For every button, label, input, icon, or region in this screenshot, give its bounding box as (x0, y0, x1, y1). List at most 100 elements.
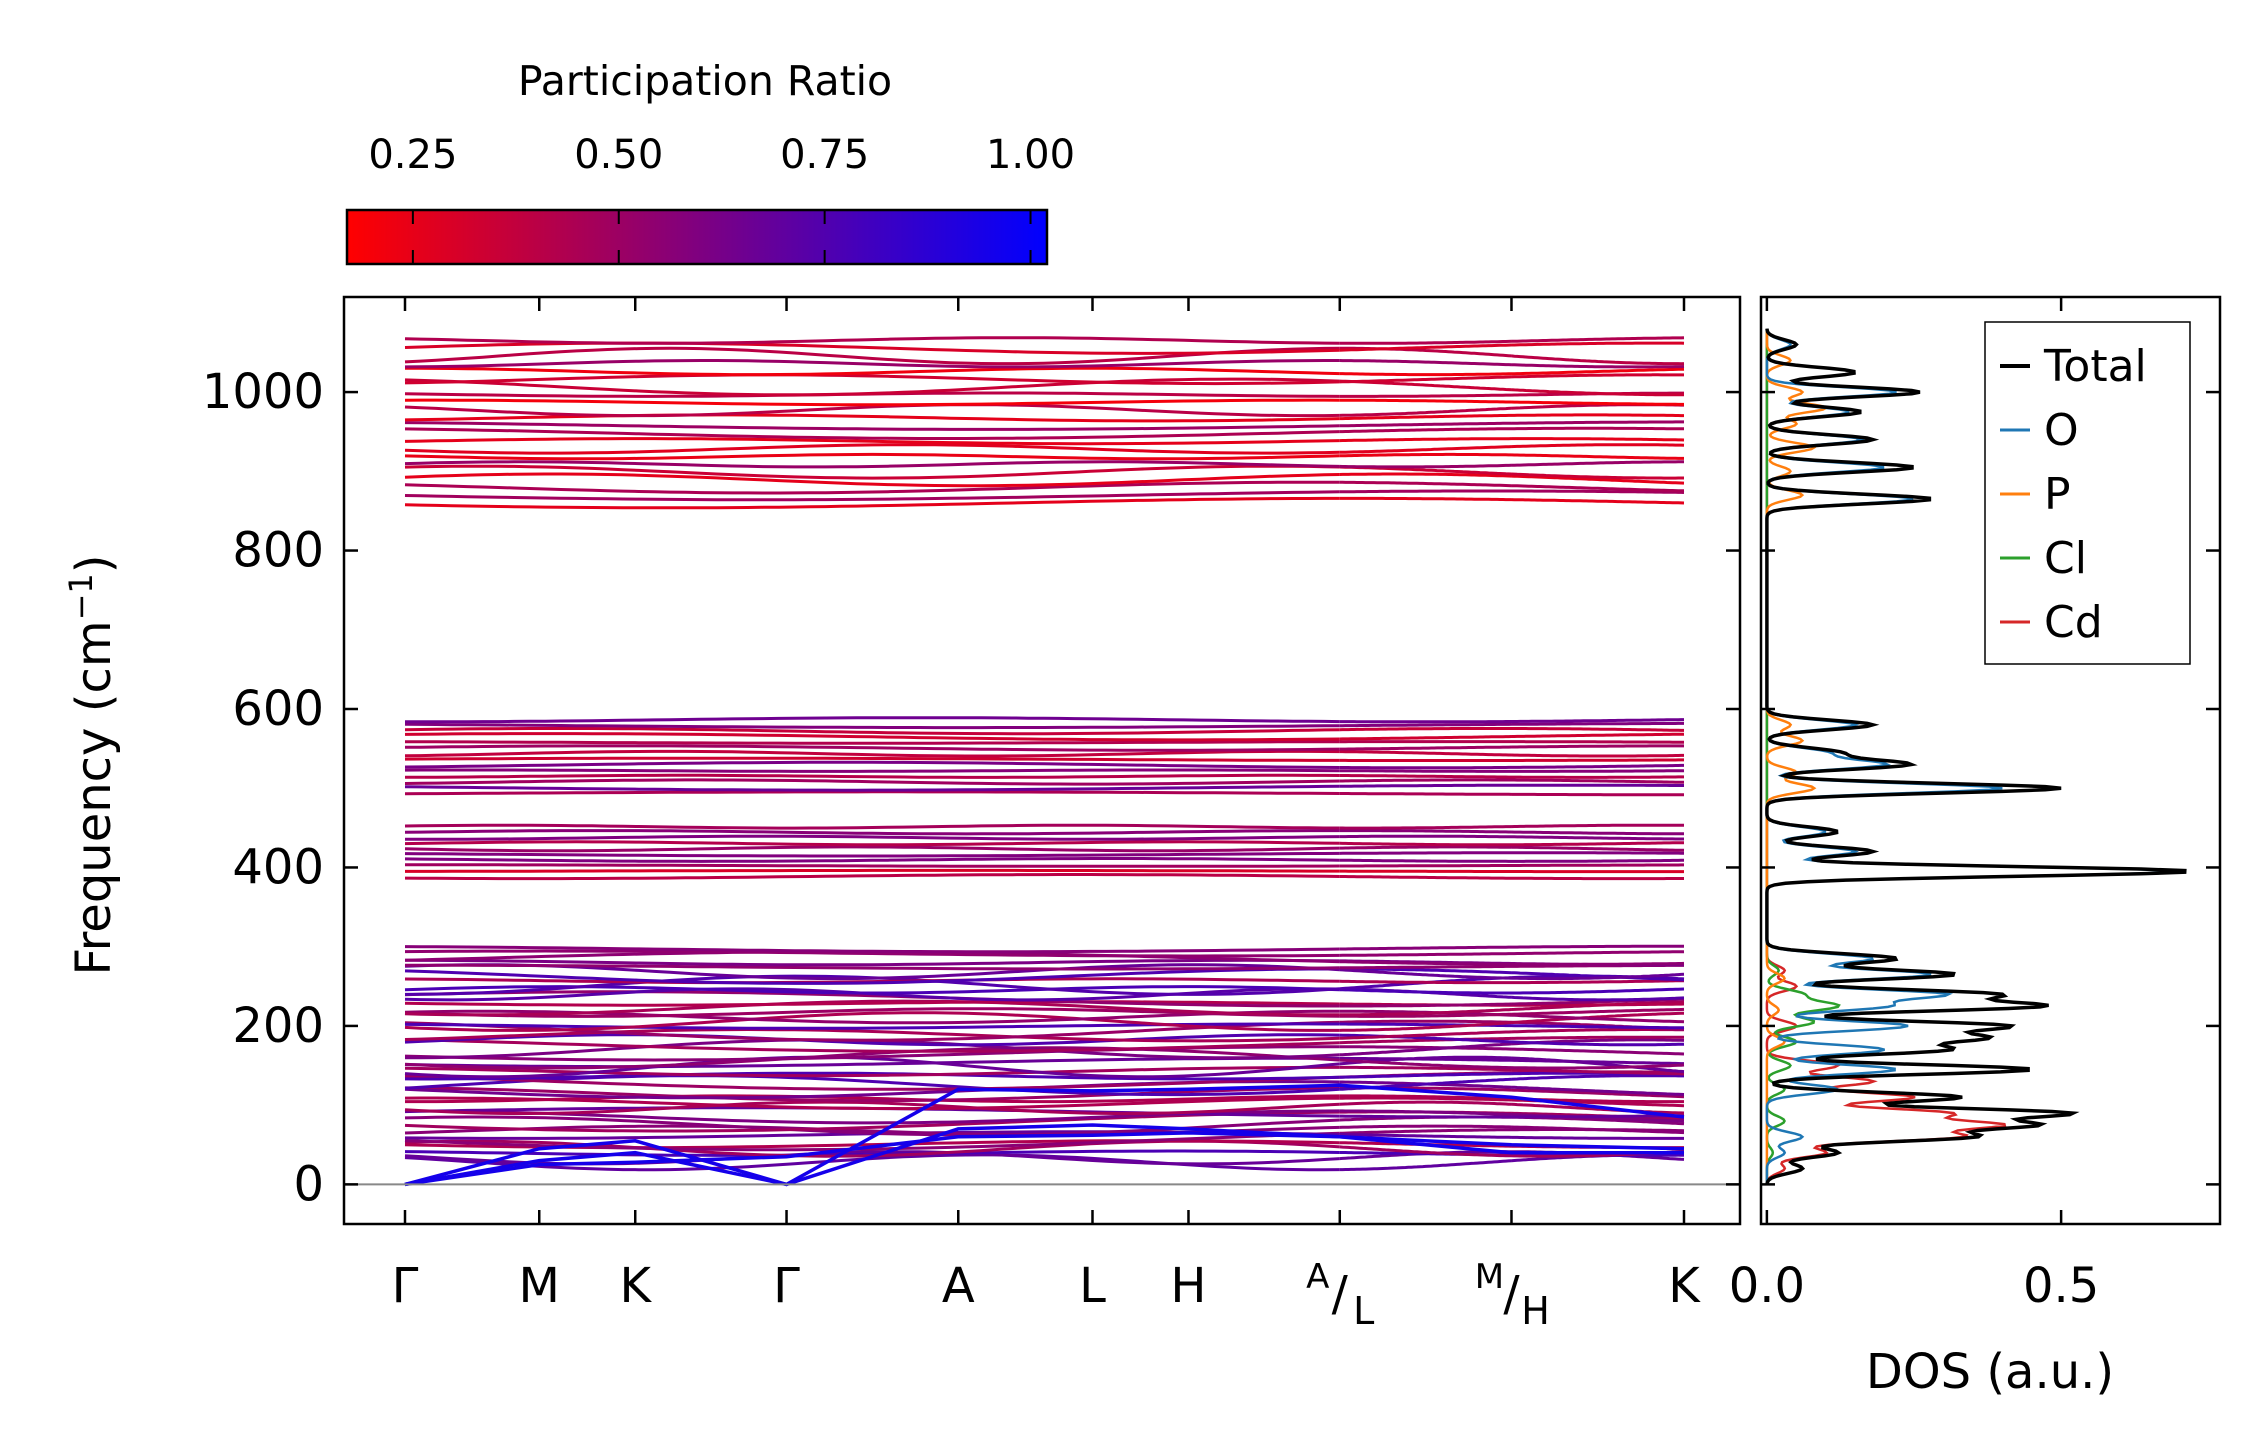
phonon-band (404, 967, 1340, 985)
phonon-band (1511, 778, 1684, 784)
phonon-band (405, 773, 1340, 779)
phonon-band (404, 1056, 1340, 1069)
band-plot-frame (342, 295, 1742, 1226)
phonon-band (1339, 1021, 1512, 1032)
dos-curve-total (1765, 328, 2187, 1185)
phonon-band (1339, 427, 1512, 434)
phonon-band (404, 490, 1340, 502)
phonon-band (1511, 744, 1684, 749)
phonon-band (1511, 823, 1684, 829)
phonon-band (404, 778, 1340, 786)
phonon-band (404, 1086, 1340, 1103)
phonon-band (1511, 341, 1685, 347)
y-axis-label: Frequency (cm−1) (62, 554, 122, 975)
phonon-band (404, 452, 1340, 461)
phonon-band (405, 863, 1340, 868)
phonon-band (404, 851, 1340, 858)
phonon-band (1511, 727, 1684, 732)
phonon-band (1511, 740, 1684, 744)
phonon-band (1339, 778, 1512, 783)
dos-lines (1765, 328, 2187, 1185)
phonon-band (1339, 960, 1512, 966)
phonon-band (1339, 783, 1512, 788)
k-point-label-sub: H (1521, 1289, 1550, 1333)
phonon-band (1339, 792, 1512, 796)
phonon-band (1339, 945, 1512, 951)
phonon-band (1511, 1058, 1684, 1066)
phonon-band (404, 1074, 1340, 1091)
phonon-band (1511, 472, 1684, 480)
phonon-band (405, 366, 1340, 377)
colorbar-tick-label: 0.75 (780, 132, 869, 178)
phonon-band (1511, 944, 1684, 949)
phonon-band (1339, 1042, 1512, 1057)
phonon-band (1511, 732, 1685, 738)
phonon-band (1511, 1063, 1685, 1070)
phonon-band (1339, 769, 1512, 773)
colorbar-gradient (345, 208, 1049, 266)
phonon-band (1511, 453, 1684, 460)
k-point-label: A (942, 1258, 975, 1314)
phonon-band (404, 744, 1340, 752)
phonon-band (404, 784, 1340, 792)
phonon-band (1511, 363, 1685, 369)
phonon-band (404, 398, 1340, 407)
phonon-band (1511, 769, 1685, 773)
phonon-band (1511, 388, 1684, 397)
phonon-band (405, 716, 1340, 724)
phonon-band (1511, 775, 1684, 779)
phonon-band (1339, 398, 1512, 404)
phonon-band (1339, 343, 1512, 352)
phonon-band (1339, 413, 1512, 421)
dos-x-axis-label: DOS (a.u.) (1866, 1344, 2114, 1400)
phonon-band (1511, 484, 1684, 493)
phonon-band (1339, 845, 1512, 850)
phonon-band (1339, 445, 1512, 454)
acoustic-branch (404, 1123, 1684, 1187)
phonon-band (404, 727, 1340, 736)
phonon-band (1339, 1072, 1512, 1079)
phonon-band (1339, 1012, 1512, 1018)
phonon-band (1339, 1045, 1512, 1051)
phonon-band (404, 480, 1340, 495)
dos-x-tick-label: 0.0 (1729, 1258, 1805, 1314)
phonon-band (1511, 420, 1684, 425)
phonon-band (1339, 841, 1512, 847)
phonon-band (1339, 1065, 1512, 1072)
phonon-band (404, 873, 1340, 881)
phonon-band (1339, 452, 1512, 458)
phonon-band (404, 768, 1340, 773)
phonon-band (1339, 968, 1512, 980)
phonon-band (404, 840, 1340, 847)
k-point-label: L (1079, 1258, 1106, 1314)
phonon-band (1511, 1125, 1685, 1135)
phonon-band (1339, 1114, 1512, 1119)
phonon-band (1339, 1094, 1512, 1101)
legend-label-o: O (2044, 405, 2079, 456)
phonon-band (404, 377, 1340, 397)
k-point-label: K (619, 1258, 652, 1314)
phonon-band (1511, 961, 1685, 966)
legend-label-total: Total (2043, 341, 2147, 392)
phonon-band (404, 421, 1340, 431)
phonon-band (404, 823, 1340, 830)
colorbar-label: Participation Ratio (518, 57, 892, 105)
phonon-band (404, 346, 1340, 366)
colorbar-tick-label: 1.00 (986, 132, 1075, 178)
phonon-band (404, 443, 1340, 455)
phonon-band (1511, 354, 1685, 366)
band-lines (404, 336, 1685, 1187)
dos-panel: 0.0 0.5 DOS (a.u.) Total OP Cl Cd (1729, 295, 2222, 1400)
phonon-band (404, 1000, 1340, 1007)
phonon-band (404, 990, 1340, 1008)
phonon-band (1511, 950, 1685, 956)
phonon-band (404, 427, 1340, 440)
phonon-band (1339, 745, 1512, 751)
phonon-band (1511, 400, 1684, 406)
phonon-band (1339, 1109, 1512, 1117)
dos-curve-p (1765, 328, 1829, 1185)
phonon-band (1511, 841, 1684, 847)
phonon-band (1339, 829, 1512, 834)
